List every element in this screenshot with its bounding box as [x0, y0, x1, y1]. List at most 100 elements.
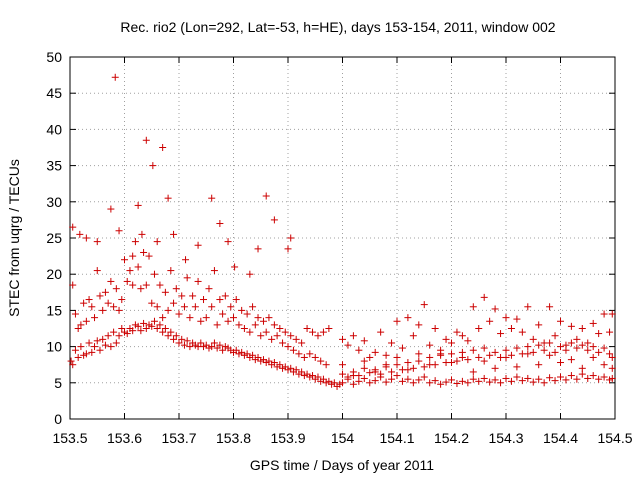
- data-point: [431, 325, 439, 332]
- data-point: [216, 220, 224, 228]
- data-point: [205, 285, 213, 293]
- data-point: [497, 330, 505, 338]
- data-point: [104, 299, 112, 307]
- data-point: [600, 373, 608, 381]
- data-point: [170, 230, 178, 238]
- data-point: [448, 350, 455, 358]
- data-point: [235, 321, 243, 329]
- data-point: [319, 328, 327, 336]
- data-point: [608, 353, 616, 361]
- data-point: [298, 339, 306, 347]
- data-point: [140, 248, 148, 256]
- data-point: [540, 339, 548, 347]
- data-point: [366, 379, 374, 387]
- y-tick-labels: 0 5 10 15 20 25 30 35 40 45 50: [46, 49, 62, 427]
- data-point: [524, 350, 532, 358]
- data-point: [551, 377, 559, 385]
- data-point: [142, 136, 150, 144]
- data-point: [150, 270, 158, 278]
- data-point: [382, 351, 390, 359]
- data-point: [491, 376, 499, 384]
- data-point: [265, 357, 273, 365]
- data-point: [458, 353, 466, 361]
- data-point: [180, 303, 188, 311]
- data-point: [426, 379, 434, 387]
- data-point: [210, 339, 218, 347]
- data-point: [156, 321, 164, 329]
- data-point: [507, 377, 515, 385]
- data-point: [82, 234, 90, 242]
- data-point: [270, 216, 278, 224]
- data-point: [142, 281, 150, 289]
- data-point: [208, 343, 216, 351]
- data-point: [115, 306, 123, 314]
- data-point: [608, 364, 616, 372]
- data-point: [238, 306, 246, 314]
- data-point: [88, 303, 96, 311]
- data-point: [284, 343, 292, 351]
- data-point: [573, 375, 581, 383]
- data-point: [595, 330, 603, 338]
- data-point: [230, 314, 237, 322]
- data-point: [319, 375, 327, 383]
- data-point: [535, 375, 543, 383]
- data-point: [202, 314, 210, 322]
- y-tick-label: 35: [46, 158, 62, 174]
- data-point: [172, 285, 180, 293]
- data-point: [507, 325, 515, 332]
- y-tick-label: 50: [46, 49, 62, 65]
- data-point: [259, 317, 267, 325]
- data-point: [437, 346, 445, 354]
- data-point: [115, 332, 123, 340]
- data-point: [415, 350, 423, 358]
- data-point: [134, 263, 142, 271]
- data-point: [388, 368, 396, 376]
- data-point: [93, 337, 101, 345]
- data-point: [82, 350, 90, 358]
- data-point: [513, 315, 521, 323]
- data-point: [486, 378, 494, 386]
- data-point: [595, 348, 603, 356]
- data-point: [573, 344, 581, 352]
- data-point: [156, 281, 164, 289]
- data-point: [502, 374, 510, 382]
- data-point: [69, 361, 77, 369]
- data-point: [502, 353, 510, 361]
- data-point: [608, 310, 616, 318]
- data-point: [254, 353, 262, 361]
- x-tick-label: 154.1: [379, 430, 414, 446]
- data-point: [126, 267, 134, 275]
- data-point: [129, 252, 137, 260]
- data-point: [159, 144, 167, 151]
- data-point: [191, 303, 199, 311]
- data-point: [562, 341, 570, 349]
- data-point: [513, 344, 521, 352]
- data-point: [464, 356, 472, 364]
- data-point: [448, 359, 455, 367]
- y-axis-label: STEC from uqrg / TECUs: [6, 159, 22, 317]
- data-point: [148, 322, 156, 330]
- data-point: [551, 332, 559, 340]
- data-point: [164, 194, 172, 202]
- data-point: [224, 238, 232, 246]
- data-point: [339, 335, 346, 343]
- data-point: [557, 373, 564, 381]
- data-point: [557, 359, 564, 367]
- data-point: [289, 346, 297, 354]
- data-point: [600, 310, 608, 318]
- data-point: [107, 343, 115, 351]
- data-point: [161, 288, 169, 296]
- data-point: [453, 328, 461, 336]
- data-point: [254, 314, 262, 322]
- data-point: [486, 351, 494, 359]
- data-point: [287, 364, 295, 372]
- data-point: [295, 350, 303, 358]
- data-point: [170, 299, 178, 307]
- data-point: [415, 357, 423, 365]
- data-points: [67, 73, 616, 390]
- data-point: [111, 73, 119, 81]
- data-point: [164, 332, 172, 340]
- data-point: [404, 359, 412, 367]
- data-point: [437, 380, 445, 388]
- data-point: [268, 335, 276, 343]
